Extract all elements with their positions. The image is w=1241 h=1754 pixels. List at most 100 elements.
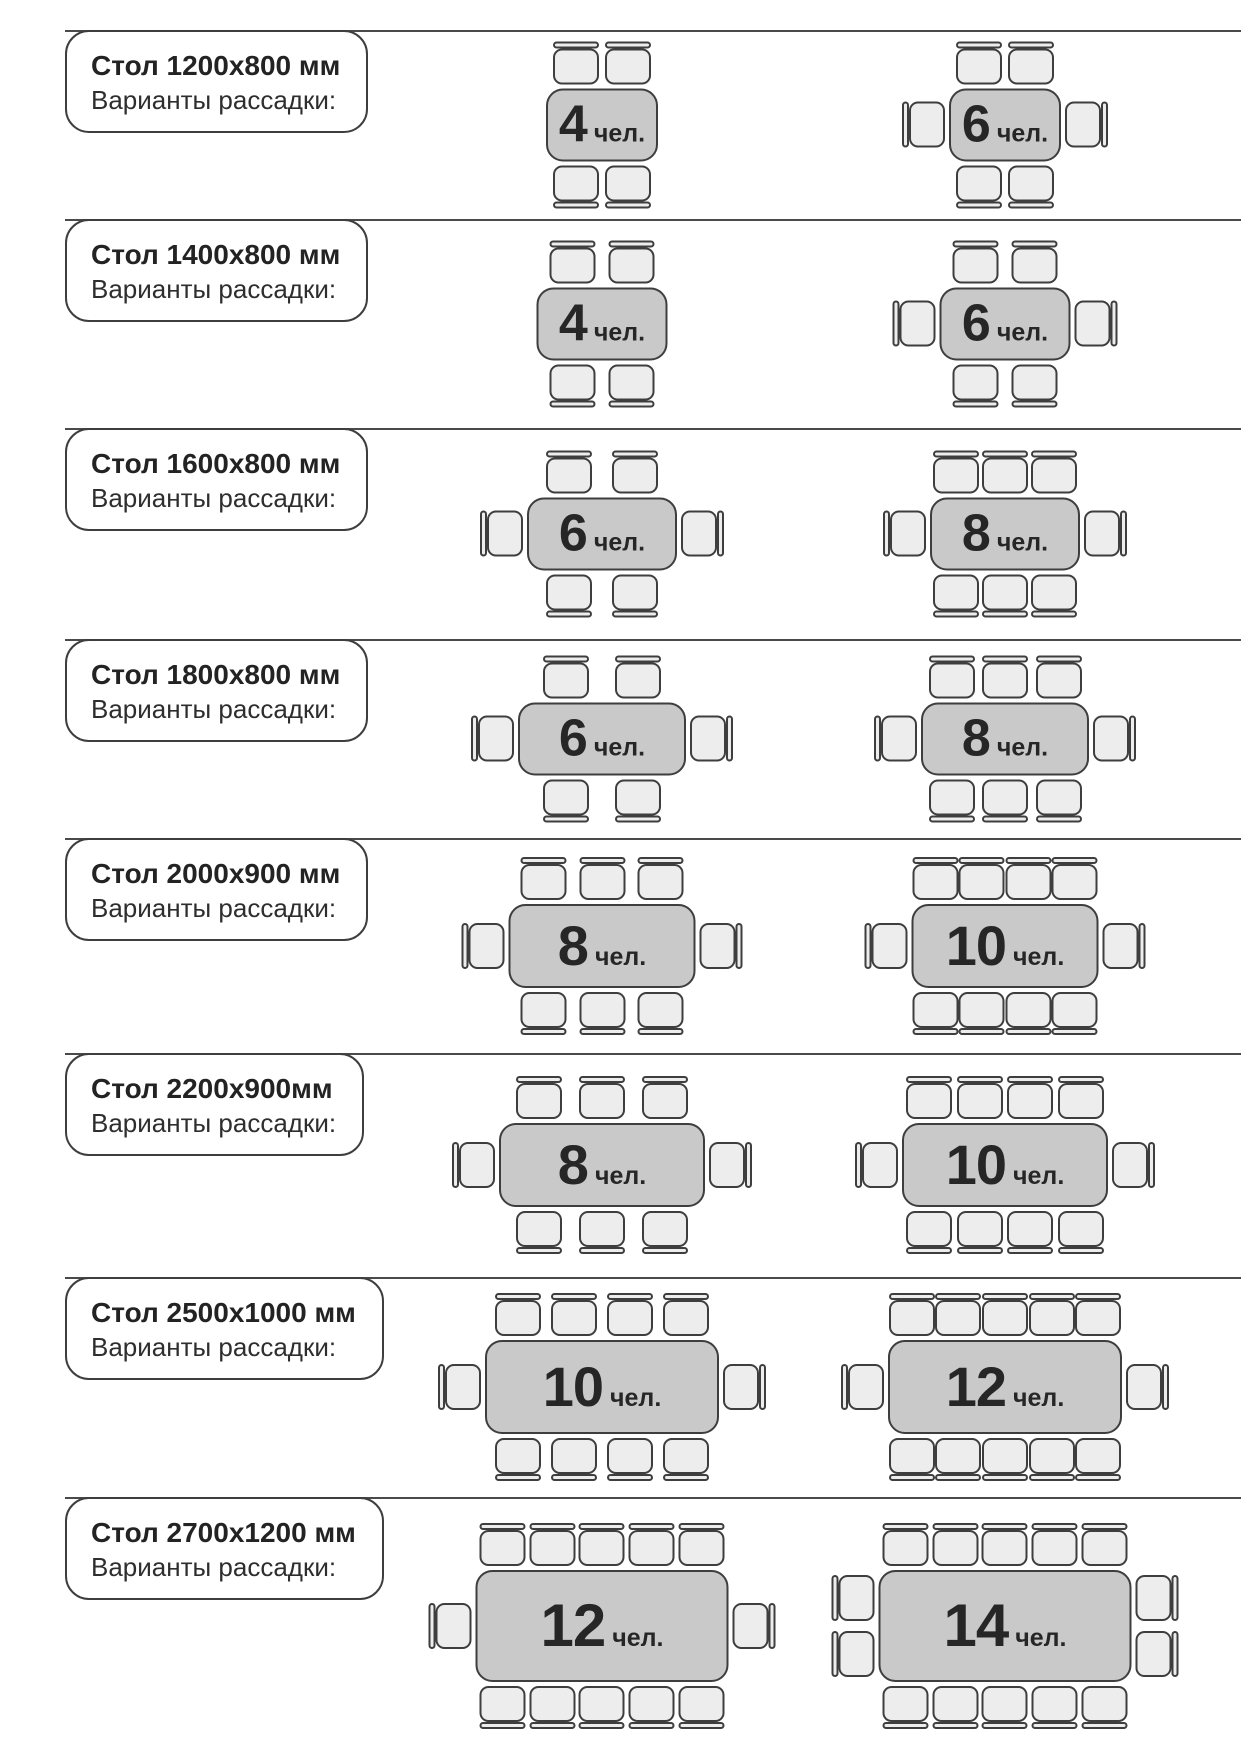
chair-bottom [981,1438,1028,1481]
size-row: Стол 1600x800 мм Варианты рассадки: 6 чел. 8… [0,428,1241,639]
chair-bottom [678,1685,725,1729]
seating-diagram-page: Стол 1200x800 мм Варианты рассадки: 4 чел. 6… [0,30,1241,1754]
table-size-title: Стол 1800x800 мм [91,659,341,690]
chair-row-bottom [509,991,696,1035]
chair-top [479,1522,526,1566]
chair-bottom [516,1211,562,1254]
seat-capacity-label: 10 чел. [946,917,1065,974]
chair-bottom [1057,1211,1104,1254]
chair-right [699,922,743,969]
chair-row-top [518,655,686,698]
size-row: Стол 2000x900 мм Варианты рассадки: 8 чел. 1… [0,838,1241,1053]
seating-variants-subtitle: Варианты рассадки: [91,893,337,924]
seating-arrangement: 10 чел. [438,1293,766,1481]
seat-count-unit: чел. [996,318,1049,347]
seat-count-unit: чел. [1015,1623,1067,1652]
chair-top [958,856,1005,900]
chair-row-bottom [888,1438,1122,1481]
seating-arrangement: 14 чел. [831,1522,1179,1729]
table-top: 14 чел. [878,1569,1132,1682]
chair-row-bottom [921,779,1089,822]
side-chairs-left [480,510,523,557]
chair-right [1102,922,1146,969]
chair-bottom [628,1685,675,1729]
chair-bottom [543,779,590,822]
chair-row-top [509,856,696,900]
table-size-title: Стол 2500x1000 мм [91,1297,356,1328]
chair-top [1005,856,1052,900]
table-size-title: Стол 2000x900 мм [91,858,341,889]
seat-count: 8 [557,1133,589,1196]
arrangement-middle: 4 чел. [536,287,668,360]
chair-right [681,510,724,557]
table-top: 6 чел. [527,497,677,570]
side-chairs-right [1093,715,1136,762]
seat-count-unit: чел. [610,1384,662,1412]
size-label-card: Стол 2700x1200 мм Варианты рассадки: [65,1497,384,1600]
size-row: Стол 2200x900мм Варианты рассадки: 8 чел. 10… [0,1053,1241,1277]
chair-bottom [551,1438,597,1481]
chair-top [981,1293,1028,1336]
chair-left [841,1364,884,1410]
seat-count: 6 [558,709,588,768]
chair-left [452,1142,495,1188]
chair-right [1084,510,1127,557]
arrangement-middle: 14 чел. [831,1569,1179,1682]
side-chairs-left [461,922,505,969]
side-chairs-right [681,510,724,557]
chair-bottom [1007,1211,1054,1254]
seat-count: 8 [961,709,991,768]
chair-bottom [608,364,655,407]
seating-variants-subtitle: Варианты рассадки: [91,483,337,514]
seat-count: 10 [945,1133,1007,1196]
table-size-title: Стол 1400x800 мм [91,239,341,270]
chair-right [1065,101,1108,148]
chair-bottom [549,364,596,407]
chair-row-bottom [879,1685,1132,1729]
chair-bottom [1008,165,1055,208]
arrangement-middle: 10 чел. [855,1123,1155,1207]
chair-row-top [949,41,1061,84]
chair-right [1135,1630,1179,1677]
arrangement-middle: 8 чел. [452,1123,752,1207]
seat-count: 4 [558,95,588,154]
chair-bottom [579,991,625,1035]
seating-variants-subtitle: Варианты рассадки: [91,1332,337,1363]
seat-count-unit: чел. [1013,942,1065,971]
chair-top [928,655,975,698]
side-chairs-left [892,300,936,347]
chair-right [1135,1574,1179,1621]
chair-top [628,1522,675,1566]
size-row: Стол 2500x1000 мм Варианты рассадки: 10 чел… [0,1277,1241,1497]
chair-top [1035,655,1082,698]
table-top: 8 чел. [508,903,696,988]
chair-top [546,450,593,493]
chair-bottom [888,1438,935,1481]
seating-arrangement: 6 чел. [892,240,1118,407]
table-top: 8 чел. [930,497,1080,570]
chair-row-bottom [485,1438,719,1481]
chair-top [932,1522,979,1566]
chair-top [579,856,625,900]
chair-top [952,240,999,283]
table-top: 12 чел. [888,1340,1122,1434]
seat-capacity-label: 10 чел. [946,1137,1065,1193]
chair-row-top [888,1293,1122,1336]
chair-top [579,1076,625,1119]
table-size-title: Стол 2700x1200 мм [91,1517,356,1548]
chair-left [461,922,505,969]
size-row: Стол 1200x800 мм Варианты рассадки: 4 чел. 6… [0,30,1241,219]
table-top: 4 чел. [546,88,658,161]
arrangement-middle: 6 чел. [471,702,733,775]
arrangement-middle: 6 чел. [902,88,1108,161]
seat-count: 14 [943,1591,1010,1659]
chair-bottom [952,364,999,407]
side-chairs-right [1065,101,1108,148]
chair-left [892,300,936,347]
chair-row-top [879,1522,1132,1566]
arrangement-middle: 6 чел. [480,497,724,570]
chair-row-bottom [527,574,677,617]
seat-count-unit: чел. [593,733,646,762]
chair-bottom [637,991,684,1035]
chair-left [831,1630,875,1677]
